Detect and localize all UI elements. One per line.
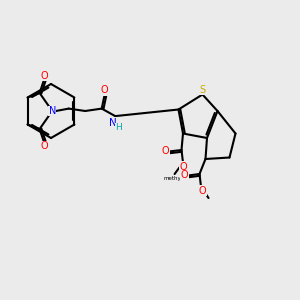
Text: H: H [116,123,122,132]
Text: S: S [200,85,206,95]
Text: O: O [101,85,109,95]
Text: O: O [40,141,48,151]
Text: O: O [181,170,188,181]
Text: O: O [199,186,206,196]
Text: O: O [161,146,169,157]
Text: methyl: methyl [164,176,183,181]
Text: N: N [109,118,117,128]
Text: O: O [179,162,187,172]
Text: N: N [49,106,56,116]
Text: O: O [40,71,48,81]
